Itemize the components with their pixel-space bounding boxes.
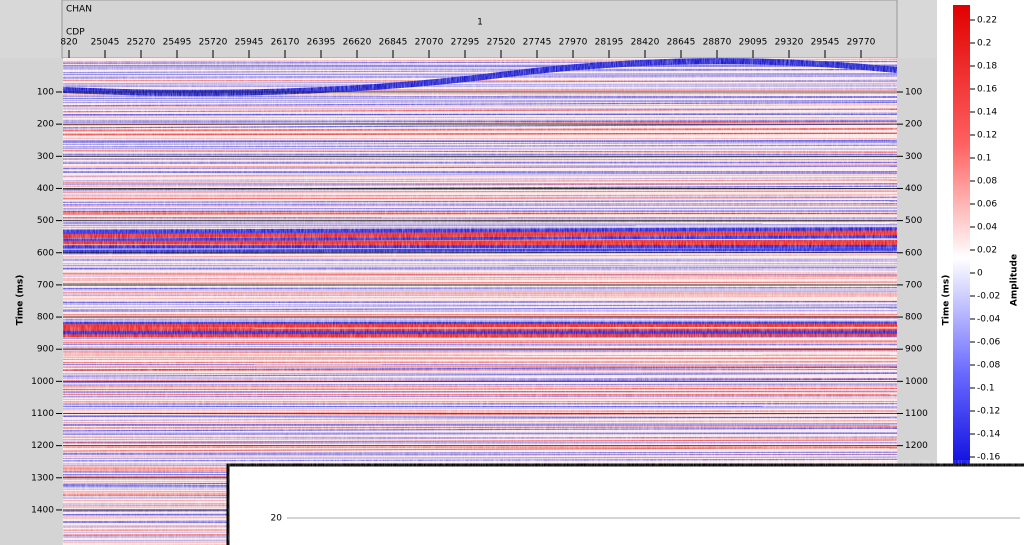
time-tick-label: 700 [905,280,922,290]
cdp-tick-label: 29770 [847,38,876,48]
time-tick-label: 400 [905,184,922,194]
time-tick-label: 1200 [31,441,54,451]
time-tick-label: 500 [905,216,922,226]
time-tick-label: 100 [905,88,922,98]
colorbar-label: Amplitude [1010,254,1020,306]
colorbar-tick-label: -0.06 [977,338,1001,348]
time-tick-label: 600 [905,248,922,258]
cdp-tick-label: 25720 [199,38,228,48]
colorbar-tick-label: 0 [977,269,983,279]
colorbar-tick-label: -0.02 [977,292,1000,302]
time-tick-label: 900 [37,345,54,355]
time-tick-label: 1000 [905,377,928,387]
time-tick-label: 1000 [31,377,54,387]
cdp-tick-label: 28870 [703,38,732,48]
cdp-tick-label: 25945 [235,38,264,48]
time-tick-label: 1200 [905,441,928,451]
colorbar-tick-label: 0.14 [977,108,997,118]
colorbar-tick-label: 0.04 [977,223,997,233]
chan-value: 1 [477,18,483,28]
colorbar-tick-label: 0.08 [977,177,997,187]
time-tick-label: 200 [37,120,54,130]
colorbar-tick-label: -0.12 [977,407,1000,417]
colorbar-tick-label: -0.1 [977,384,995,394]
time-tick-label: 600 [37,248,54,258]
cdp-tick-label: 28420 [631,38,660,48]
colorbar-tick-label: 0.22 [977,16,997,26]
colorbar-tick-label: -0.08 [977,361,1001,371]
cdp-tick-label: 25270 [127,38,156,48]
colorbar-tick-label: 0.12 [977,131,997,141]
time-tick-label: 1100 [905,409,928,419]
cdp-label: CDP [66,28,85,38]
inset-traces [300,468,1020,545]
cdp-tick-label: 28645 [667,38,696,48]
cdp-tick-label: 29545 [811,38,840,48]
time-tick-label: 800 [905,313,922,323]
colorbar-tick-label: 0.18 [977,62,997,72]
cdp-tick-label: 25495 [163,38,192,48]
chan-label: CHAN [66,5,92,15]
right-axis-label: Time (ms) [942,275,952,326]
cdp-tick-label: 26845 [379,38,408,48]
cdp-tick-label: 29095 [739,38,768,48]
time-tick-label: 800 [37,313,54,323]
time-tick-label: 100 [37,88,54,98]
time-tick-label: 500 [37,216,54,226]
colorbar-tick-label: 0.16 [977,85,997,95]
cdp-tick-label: 27070 [415,38,444,48]
time-tick-label: 200 [905,120,922,130]
cdp-tick-label: 27970 [559,38,588,48]
colorbar-panel [937,0,1024,545]
left-axis-label: Time (ms) [16,275,26,326]
cdp-tick-label: 27745 [523,38,552,48]
cdp-tick-label: 25045 [91,38,120,48]
time-tick-label: 1400 [31,505,54,515]
colorbar-tick-label: 0.02 [977,246,997,256]
colorbar-tick-label: -0.14 [977,430,1001,440]
colorbar-tick-label: 0.1 [977,154,991,164]
colorbar-tick-label: -0.04 [977,315,1001,325]
cdp-tick-label: 26620 [343,38,372,48]
time-tick-label: 700 [37,280,54,290]
header-panel [61,0,898,59]
time-tick-label: 300 [905,152,922,162]
colorbar-tick-label: 0.06 [977,200,997,210]
inset-tick-label: 20 [271,514,283,524]
cdp-tick-label: 820 [60,38,77,48]
colorbar-tick-label: 0.2 [977,39,991,49]
time-tick-label: 900 [905,345,922,355]
time-tick-label: 1300 [31,473,54,483]
left-axis-panel [0,58,62,545]
cdp-tick-label: 27520 [487,38,516,48]
cdp-tick-label: 27295 [451,38,480,48]
colorbar-tick-label: -0.16 [977,453,1001,463]
cdp-tick-label: 26395 [307,38,336,48]
cdp-tick-label: 29320 [775,38,804,48]
cdp-tick-label: 26170 [271,38,300,48]
colorbar [953,5,970,465]
cdp-tick-label: 28195 [595,38,624,48]
time-tick-label: 400 [37,184,54,194]
time-tick-label: 1100 [31,409,54,419]
time-tick-label: 300 [37,152,54,162]
axes: 1002003004005006007008009001000110012001… [31,16,1000,516]
